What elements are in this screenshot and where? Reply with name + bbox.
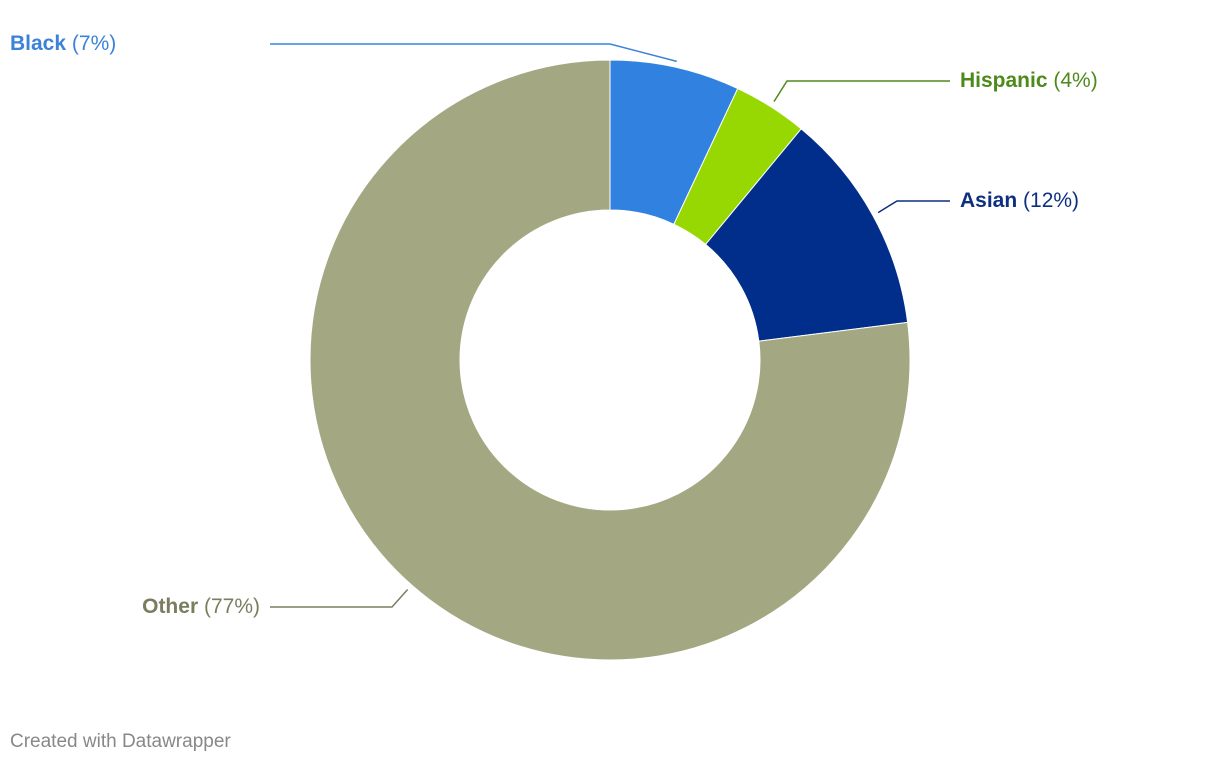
leader-line	[270, 43, 677, 63]
value-label: (12%)	[1023, 189, 1079, 212]
slice-label: Hispanic (4%)	[960, 69, 1098, 92]
category-name: Other	[142, 595, 198, 618]
credit: Created with Datawrapper	[10, 731, 231, 752]
slice-label: Asian (12%)	[960, 189, 1079, 212]
category-name: Black	[10, 32, 66, 55]
value-label: (7%)	[72, 32, 116, 55]
slice-label: Black (7%)	[10, 32, 116, 55]
leader-line	[270, 589, 409, 608]
leader-line	[877, 200, 950, 214]
category-name: Hispanic	[960, 69, 1048, 92]
category-name: Asian	[960, 189, 1017, 212]
slice-label: Other (77%)	[142, 595, 260, 618]
slice	[309, 59, 911, 661]
value-label: (4%)	[1053, 69, 1097, 92]
value-label: (77%)	[204, 595, 260, 618]
leader-line	[773, 80, 950, 103]
